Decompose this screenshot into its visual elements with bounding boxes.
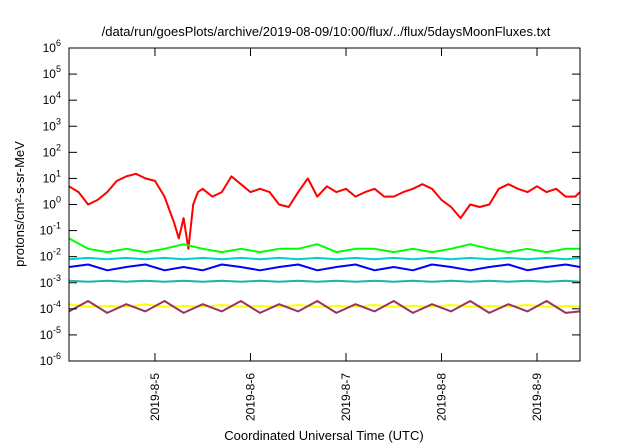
series-line-1 — [68, 172, 581, 250]
x-tick-label-3: 2019-8-7 — [339, 373, 353, 421]
series-line-5 — [68, 279, 581, 283]
y-tick-label-2: 10-5 — [40, 325, 61, 342]
y-tick-label-3: 10-4 — [40, 299, 61, 316]
y-tick-label-7: 100 — [43, 195, 61, 212]
series-line-2 — [68, 237, 580, 254]
x-tick-label-2: 2019-8-6 — [243, 373, 257, 421]
y-tick-label-1: 10-6 — [40, 351, 61, 368]
y-tick-label-5: 10-2 — [40, 247, 61, 264]
y-tick-label-9: 102 — [43, 142, 61, 159]
chart-title: /data/run/goesPlots/archive/2019-08-09/1… — [102, 24, 551, 39]
y-tick-label-13: 106 — [43, 38, 61, 55]
y-tick-label-10: 103 — [43, 116, 61, 133]
y-tick-label-11: 104 — [43, 90, 61, 107]
y-tick-label-4: 10-3 — [40, 273, 61, 290]
axis-layer: 10-6 10-5 10-4 10-3 10-2 10-1 100 101 102 103 104 1… — [40, 38, 580, 421]
x-axis-title: Coordinated Universal Time (UTC) — [224, 428, 423, 443]
series-layer — [68, 172, 581, 314]
y-tick-label-12: 105 — [43, 64, 61, 81]
x-tick-label-4: 2019-8-8 — [435, 373, 449, 421]
y-tick-label-8: 101 — [43, 168, 61, 185]
x-tick-label-5: 2019-8-9 — [530, 373, 544, 421]
y-tick-label-6: 10-1 — [40, 221, 61, 238]
series-line-3 — [68, 256, 581, 261]
x-tick-label-1: 2019-8-5 — [148, 373, 162, 421]
plot-frame — [68, 47, 581, 362]
series-line-4 — [68, 263, 581, 272]
series-line-7 — [68, 300, 581, 314]
y-axis-title: protons/cm²-s-sr-MeV — [12, 141, 27, 267]
